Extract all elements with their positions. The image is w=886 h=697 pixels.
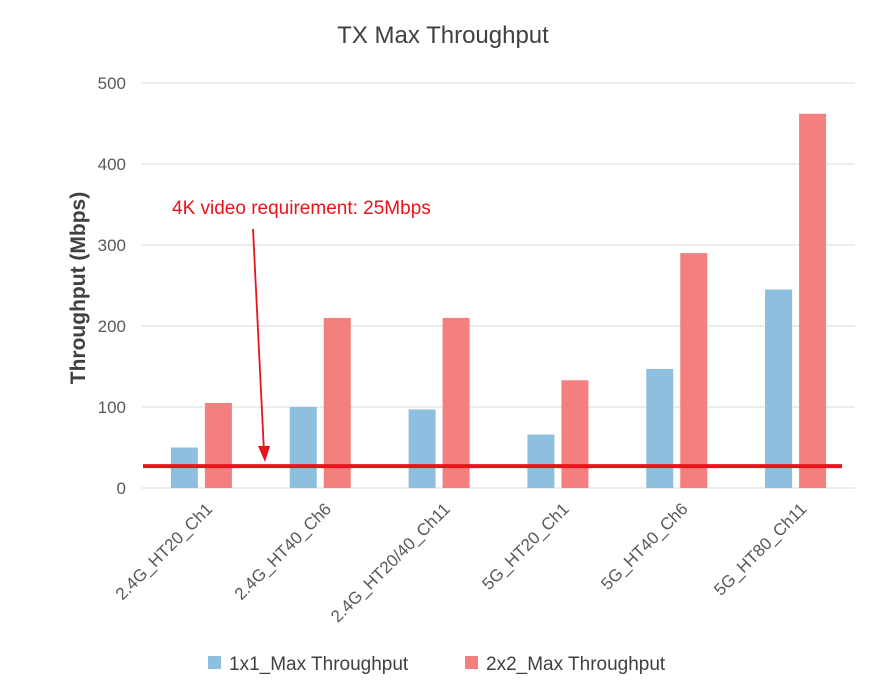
x-tick-label: 5G_HT20_Ch1 — [478, 499, 572, 593]
bar-2x2 — [323, 317, 351, 488]
bar-1x1 — [765, 289, 793, 488]
legend-label: 1x1_Max Throughput — [229, 654, 409, 675]
bar-2x2 — [442, 317, 470, 488]
bar-1x1 — [646, 368, 674, 488]
annotation-arrow — [252, 228, 265, 453]
bars — [170, 113, 827, 488]
legend: 1x1_Max Throughput 2x2_Max Throughput — [208, 654, 666, 675]
chart-title: TX Max Throughput — [337, 22, 549, 49]
legend-swatch — [208, 656, 221, 669]
y-tick-label: 100 — [98, 398, 126, 417]
y-axis-ticks: 0 100 200 300 400 500 — [98, 74, 126, 498]
bar-2x2 — [561, 380, 589, 488]
x-axis-ticks: 2.4G_HT20_Ch1 2.4G_HT40_Ch62.4G_HT20/40_C… — [112, 499, 810, 626]
x-tick-label: 2.4G_HT20/40_Ch11 — [327, 499, 454, 626]
x-tick-label: 5G_HT80_Ch11 — [710, 499, 810, 599]
gridlines — [142, 82, 855, 489]
y-axis-label: Throughput (Mbps) — [67, 192, 90, 384]
reference-line-group — [143, 228, 842, 469]
arrowhead-icon — [258, 446, 270, 462]
y-tick-label: 400 — [98, 155, 126, 174]
x-tick-label: 2.4G_HT40_Ch6 — [231, 499, 335, 603]
x-tick-label: 5G_HT40_Ch6 — [597, 499, 691, 593]
bar-2x2 — [680, 253, 708, 488]
bar-1x1 — [408, 409, 436, 488]
bar-2x2 — [799, 113, 827, 488]
annotation-text: 4K video requirement: 25Mbps — [172, 198, 431, 219]
bar-1x1 — [289, 407, 317, 488]
y-tick-label: 500 — [98, 74, 126, 93]
y-tick-label: 200 — [98, 317, 126, 336]
bar-2x2 — [204, 402, 232, 488]
x-tick-label: 2.4G_HT20_Ch1 — [112, 499, 216, 603]
bar-1x1 — [527, 434, 555, 488]
legend-swatch — [465, 656, 478, 669]
legend-label: 2x2_Max Throughput — [486, 654, 666, 675]
y-tick-label: 0 — [117, 479, 126, 498]
y-tick-label: 300 — [98, 236, 126, 255]
